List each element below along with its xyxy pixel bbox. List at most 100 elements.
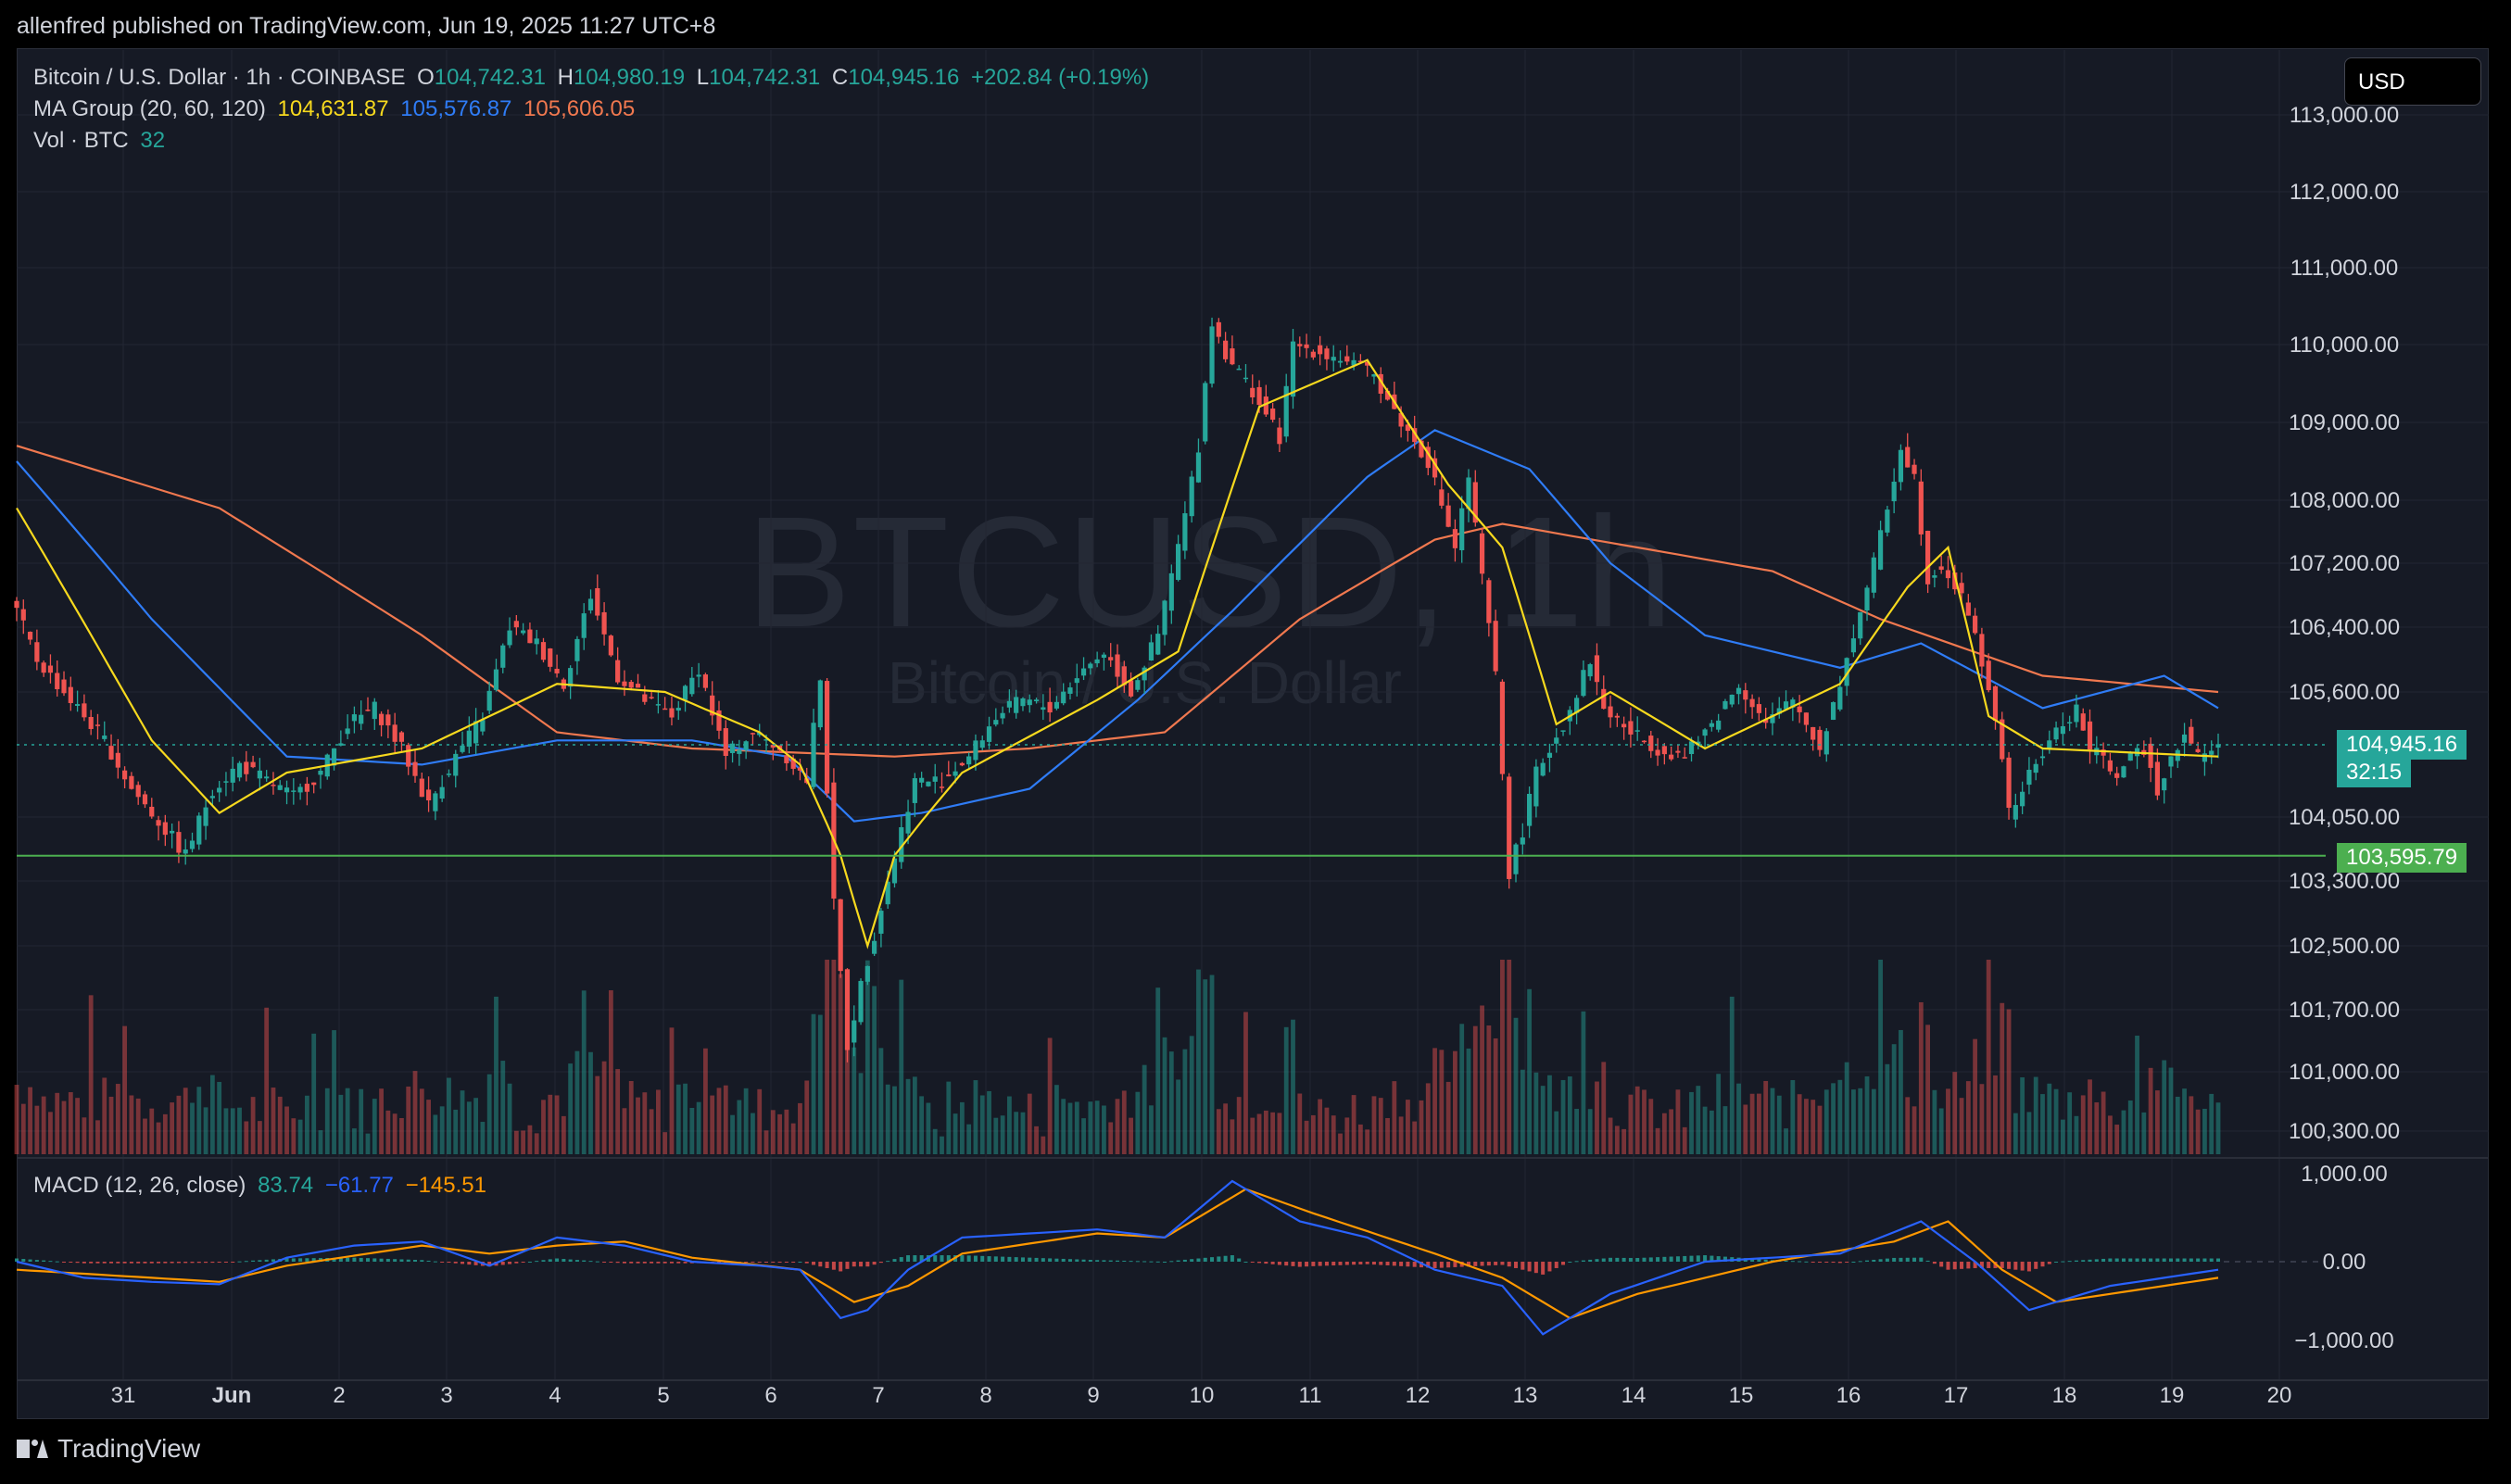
macd-hist-bar: [2196, 1258, 2201, 1262]
candle-body: [919, 777, 925, 783]
volume-bar: [1811, 1100, 1816, 1154]
macd-hist-bar: [1480, 1262, 1484, 1266]
macd-hist-bar: [757, 1262, 762, 1263]
price-tick-label: 100,300.00: [2289, 1119, 2400, 1144]
volume-bar: [541, 1100, 546, 1154]
volume-bar: [1804, 1099, 1809, 1154]
macd-hist-bar: [2114, 1258, 2119, 1262]
candle-body: [1493, 621, 1498, 672]
candle-body: [763, 739, 769, 741]
macd-hist-bar: [865, 1262, 870, 1267]
macd-hist-bar: [346, 1257, 350, 1262]
volume-bar: [1142, 1064, 1147, 1154]
macd-hist-bar: [859, 1262, 864, 1267]
volume-bar: [1385, 1117, 1390, 1154]
candle-body: [1560, 730, 1566, 732]
volume-bar: [1790, 1079, 1796, 1154]
volume-bar: [135, 1098, 141, 1154]
time-tick-label: 10: [1190, 1383, 1215, 1408]
macd-hist-bar: [1541, 1262, 1546, 1275]
candle-body: [1513, 844, 1519, 874]
macd-hist-bar: [1716, 1256, 1721, 1262]
candle-body: [372, 701, 377, 720]
volume-bar: [412, 1071, 418, 1154]
volume-bar: [1168, 1051, 1174, 1154]
macd-hist-bar: [157, 1262, 161, 1264]
candle-body: [1088, 663, 1093, 669]
volume-bar: [372, 1099, 377, 1154]
volume-bar: [534, 1133, 539, 1154]
candle-body: [189, 840, 196, 849]
candle-body: [55, 673, 60, 690]
candle-body: [1074, 678, 1079, 684]
currency-selector[interactable]: USD: [2344, 57, 2481, 106]
volume-bar: [1702, 1106, 1708, 1154]
macd-hist-bar: [183, 1262, 188, 1264]
macd-hist-bar: [2000, 1262, 2004, 1268]
macd-hist-bar: [1804, 1261, 1809, 1263]
macd-hist-bar: [440, 1262, 445, 1263]
volume-bar: [217, 1081, 222, 1154]
candle-body: [1844, 658, 1849, 686]
macd-legend[interactable]: MACD (12, 26, close) 83.74 −61.77 −145.5…: [33, 1173, 492, 1199]
volume-bar: [825, 960, 830, 1154]
volume-bar: [466, 1101, 472, 1154]
volume-bar: [1932, 1089, 1937, 1154]
volume-bar: [1628, 1094, 1634, 1154]
volume-bar: [1642, 1089, 1647, 1154]
volume-bar: [622, 1108, 627, 1154]
macd-hist-bar: [1824, 1262, 1829, 1263]
candle-body: [581, 613, 587, 638]
macd-hist-bar: [1973, 1262, 1977, 1268]
macd-hist-bar: [818, 1262, 823, 1267]
candle-body: [1716, 720, 1722, 730]
volume-bar: [872, 986, 877, 1154]
macd-hist-bar: [2202, 1258, 2207, 1262]
volume-bar: [804, 1080, 810, 1154]
candle-body: [351, 714, 358, 722]
ma-legend[interactable]: MA Group (20, 60, 120) 104,631.87 105,57…: [33, 96, 640, 122]
volume-bar: [1784, 1128, 1788, 1154]
volume-legend[interactable]: Vol · BTC 32: [33, 128, 170, 154]
macd-hist-bar: [1163, 1262, 1167, 1263]
macd-hist-bar: [1041, 1258, 1045, 1262]
candle-body: [1047, 701, 1053, 713]
volume-bar: [790, 1123, 796, 1154]
macd-hist-bar: [176, 1262, 181, 1264]
price-tick-label: 101,700.00: [2289, 998, 2400, 1023]
macd-hist-bar: [650, 1262, 654, 1264]
volume-bar: [1445, 1081, 1451, 1154]
macd-hist-bar: [582, 1260, 587, 1262]
macd-hist-bar: [1648, 1257, 1653, 1262]
volume-bar: [1507, 960, 1512, 1154]
macd-hist-bar: [676, 1262, 681, 1264]
candle-body: [615, 660, 621, 683]
volume-bar: [1236, 1097, 1242, 1154]
candle-body: [74, 704, 81, 706]
macd-hist-bar: [1561, 1262, 1566, 1265]
macd-hist-bar: [2149, 1258, 2153, 1262]
tradingview-brand[interactable]: TradingView: [17, 1434, 200, 1464]
macd-hist-bar: [1615, 1257, 1620, 1262]
macd-hist-bar: [2182, 1258, 2187, 1262]
volume-bar: [2026, 1112, 2032, 1154]
volume-bar: [453, 1109, 459, 1154]
candle-body: [47, 665, 54, 673]
macd-hist-bar: [1095, 1260, 1100, 1262]
time-tick-label: 12: [1406, 1383, 1431, 1408]
price-tick-label: 102,500.00: [2289, 934, 2400, 959]
volume-bar: [48, 1112, 53, 1154]
volume-bar: [1749, 1093, 1755, 1154]
volume-bar: [703, 1048, 708, 1154]
macd-hist-bar: [1514, 1262, 1519, 1268]
macd-hist-bar: [574, 1260, 579, 1262]
volume-bar: [1655, 1127, 1660, 1154]
macd-hist-bar: [1527, 1262, 1532, 1272]
candle-body: [858, 980, 864, 1023]
ma120-value: 105,606.05: [524, 96, 636, 121]
volume-bar: [1858, 1088, 1863, 1154]
macd-hist-bar: [886, 1261, 890, 1263]
candle-body: [682, 685, 688, 700]
macd-hist-bar: [791, 1262, 796, 1263]
